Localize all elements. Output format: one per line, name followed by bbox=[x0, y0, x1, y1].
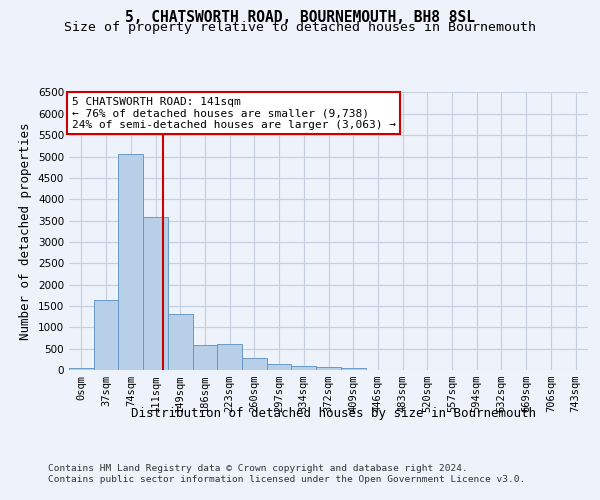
Text: Size of property relative to detached houses in Bournemouth: Size of property relative to detached ho… bbox=[64, 22, 536, 35]
Bar bbox=[292, 366, 316, 370]
Text: 5, CHATSWORTH ROAD, BOURNEMOUTH, BH8 8SL: 5, CHATSWORTH ROAD, BOURNEMOUTH, BH8 8SL bbox=[125, 10, 475, 25]
Bar bbox=[193, 345, 217, 370]
Bar bbox=[242, 358, 267, 370]
Bar bbox=[267, 364, 292, 370]
Text: Distribution of detached houses by size in Bournemouth: Distribution of detached houses by size … bbox=[131, 408, 536, 420]
Bar bbox=[118, 154, 143, 370]
Bar bbox=[217, 344, 242, 370]
Bar bbox=[94, 300, 118, 370]
Bar bbox=[69, 368, 94, 370]
Text: Contains HM Land Registry data © Crown copyright and database right 2024.: Contains HM Land Registry data © Crown c… bbox=[48, 464, 468, 473]
Bar bbox=[341, 368, 365, 370]
Text: Contains public sector information licensed under the Open Government Licence v3: Contains public sector information licen… bbox=[48, 475, 525, 484]
Bar bbox=[168, 314, 193, 370]
Bar bbox=[316, 368, 341, 370]
Text: 5 CHATSWORTH ROAD: 141sqm
← 76% of detached houses are smaller (9,738)
24% of se: 5 CHATSWORTH ROAD: 141sqm ← 76% of detac… bbox=[71, 96, 395, 130]
Bar bbox=[143, 217, 168, 370]
Y-axis label: Number of detached properties: Number of detached properties bbox=[19, 122, 32, 340]
